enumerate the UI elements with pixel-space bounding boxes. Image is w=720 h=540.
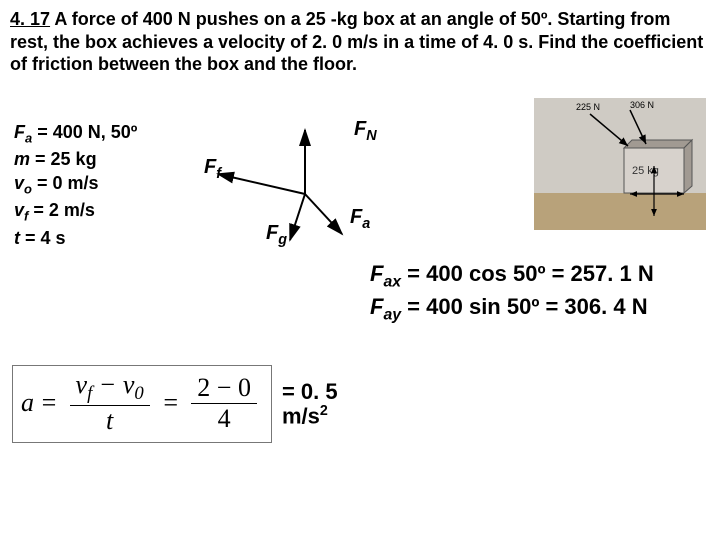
force-components: Fax = 400 cos 50º = 257. 1 N Fay = 400 s… [370, 260, 654, 326]
label-Ff: Ff [204, 156, 221, 182]
given-Fa: Fa = 400 N, 50º [14, 120, 137, 147]
label-Fg: Fg [266, 222, 287, 248]
label-Fa: Fa [350, 206, 370, 232]
svg-text:306 N: 306 N [630, 100, 654, 110]
fay-line: Fay = 400 sin 50º = 306. 4 N [370, 293, 654, 326]
box-figure: 25 kg 225 N 306 N [534, 98, 706, 230]
acceleration-equation: a = vf − v0 t = 2 − 0 4 = 0. 5 m/s2 [12, 365, 338, 443]
problem-number: 4. 17 [10, 9, 50, 29]
accel-result: = 0. 5 m/s2 [282, 380, 338, 429]
problem-statement: 4. 17 A force of 400 N pushes on a 25 -k… [10, 8, 710, 76]
label-FN: FN [354, 118, 377, 144]
problem-body: A force of 400 N pushes on a 25 -kg box … [10, 9, 703, 74]
given-values: Fa = 400 N, 50º m = 25 kg vo = 0 m/s vf … [14, 120, 137, 250]
fax-line: Fax = 400 cos 50º = 257. 1 N [370, 260, 654, 293]
given-t: t = 4 s [14, 226, 137, 250]
box-weight-label: 25 kg [632, 165, 659, 177]
given-vf: vf = 2 m/s [14, 198, 137, 225]
box-figure-svg: 25 kg 225 N 306 N [534, 98, 706, 230]
svg-text:225 N: 225 N [576, 102, 600, 112]
given-vo: vo = 0 m/s [14, 171, 137, 198]
equation-box: a = vf − v0 t = 2 − 0 4 [12, 365, 272, 443]
free-body-diagram: FN Ff Fg Fa [190, 122, 400, 252]
given-m: m = 25 kg [14, 147, 137, 171]
